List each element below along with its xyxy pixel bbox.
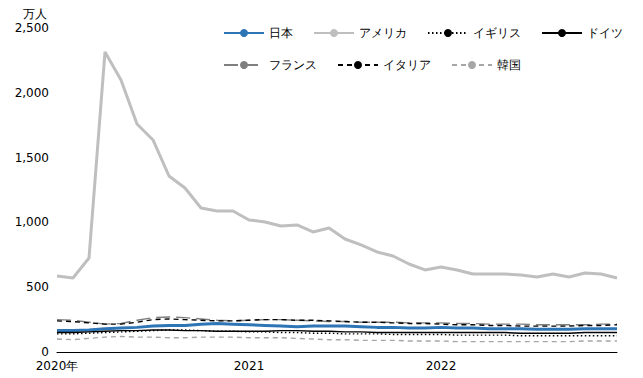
svg-text:アメリカ: アメリカ: [359, 26, 407, 40]
svg-text:2020年: 2020年: [36, 359, 79, 373]
svg-text:2022: 2022: [426, 359, 457, 373]
svg-text:2021: 2021: [234, 359, 265, 373]
svg-text:イタリア: イタリア: [383, 58, 431, 72]
svg-text:500: 500: [26, 280, 49, 294]
svg-text:1,500: 1,500: [15, 151, 49, 165]
svg-text:万人: 万人: [23, 7, 47, 21]
svg-text:2,500: 2,500: [15, 21, 49, 35]
svg-text:1,000: 1,000: [15, 215, 49, 229]
svg-text:0: 0: [41, 345, 49, 359]
svg-text:2,000: 2,000: [15, 86, 49, 100]
svg-text:イギリス: イギリス: [473, 26, 521, 40]
svg-text:フランス: フランス: [269, 58, 317, 72]
svg-text:ドイツ: ドイツ: [587, 26, 623, 40]
svg-text:韓国: 韓国: [497, 58, 521, 72]
svg-text:日本: 日本: [269, 26, 293, 40]
